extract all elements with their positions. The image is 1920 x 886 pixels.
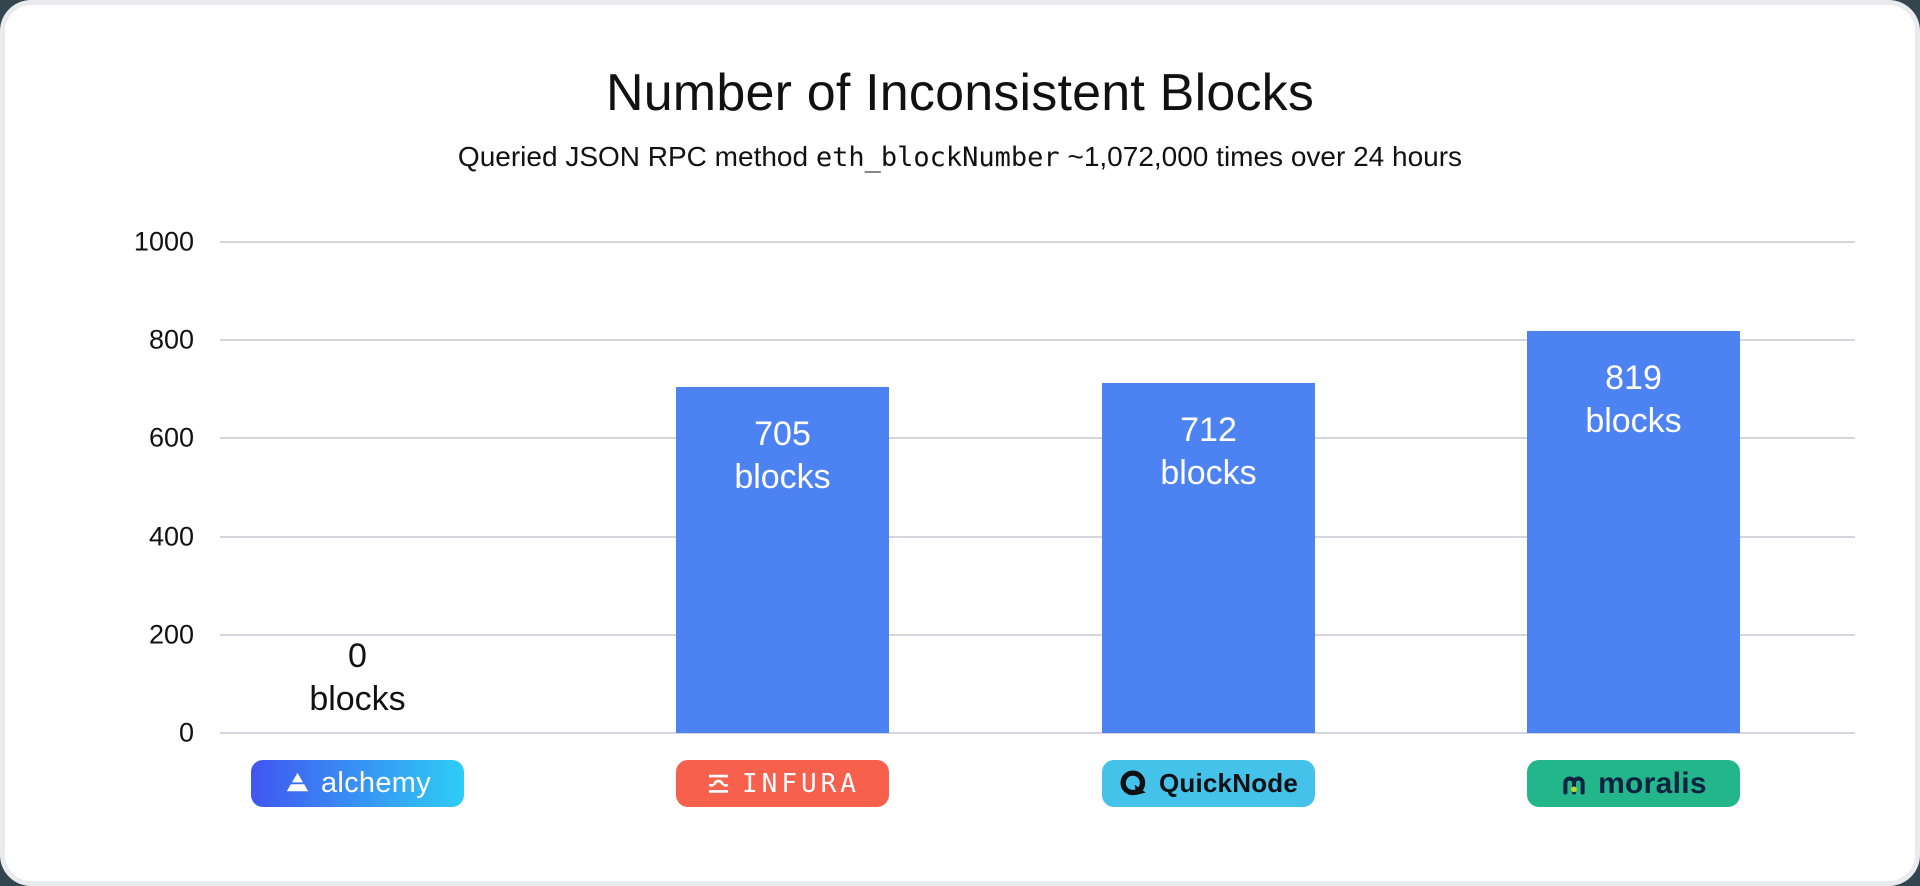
gridline-0 (220, 732, 1855, 734)
bar-label-quicknode: 712 blocks (1102, 409, 1315, 495)
bar-value-alchemy: 0 (348, 637, 367, 676)
gridline-400 (220, 535, 1855, 538)
moralis-dot (1571, 785, 1577, 792)
bar-unit-quicknode: blocks (1160, 454, 1257, 493)
badge-moralis: moralis (1527, 760, 1740, 807)
y-axis-tick-200: 200 (148, 619, 194, 650)
infura-icon (708, 774, 729, 793)
bar-quicknode (1102, 383, 1315, 733)
bar-column-alchemy: 0 blocks alchemy (251, 242, 464, 807)
bar-unit-infura: blocks (734, 457, 831, 496)
bar-label-moralis: 819 blocks (1527, 357, 1740, 443)
badge-alchemy: alchemy (251, 760, 464, 807)
badge-label-alchemy: alchemy (320, 767, 432, 799)
bar-unit-moralis: blocks (1585, 401, 1682, 440)
y-axis-tick-1000: 1000 (133, 226, 194, 257)
badge-infura: INFURA (676, 760, 889, 807)
y-axis-tick-800: 800 (148, 324, 194, 355)
gridline-1000 (220, 241, 1855, 243)
bar-value-quicknode: 712 (1180, 411, 1237, 450)
bar-moralis (1527, 330, 1740, 733)
y-axis-tick-600: 600 (148, 422, 194, 453)
bar-value-infura: 705 (754, 414, 811, 453)
subtitle-prefix: Queried JSON RPC method (457, 141, 816, 172)
bar-column-infura: 705 blocks INFURA (676, 242, 889, 807)
chart-card: Number of Inconsistent Blocks Queried JS… (5, 5, 1915, 881)
badge-label-infura: INFURA (742, 768, 860, 799)
y-axis-tick-0: 0 (178, 717, 194, 748)
y-axis-tick-400: 400 (148, 521, 194, 552)
subtitle-code: eth_blockNumber (815, 142, 1060, 173)
gridline-800 (220, 339, 1855, 342)
subtitle-suffix: ~1,072,000 times over 24 hours (1059, 141, 1463, 172)
badge-label-moralis: moralis (1598, 766, 1707, 800)
bar-unit-alchemy: blocks (309, 680, 406, 719)
badge-quicknode: QuickNode (1102, 760, 1315, 807)
gridline-600 (220, 437, 1855, 440)
bar-column-quicknode: 712 blocks QuickNode (1102, 242, 1315, 807)
badge-label-quicknode: QuickNode (1158, 768, 1299, 798)
chart-title: Number of Inconsistent Blocks (605, 64, 1315, 122)
alchemy-triangle-icon (286, 772, 309, 792)
chart-subtitle: Queried JSON RPC method eth_blockNumber … (5, 141, 1915, 173)
bar-label-infura: 705 blocks (676, 413, 889, 499)
bar-column-moralis: 819 blocks moralis (1527, 242, 1740, 807)
bar-value-moralis: 819 (1605, 358, 1662, 397)
quicknode-q-icon (1120, 770, 1146, 795)
moralis-m-icon (1563, 776, 1585, 794)
bar-infura (676, 386, 889, 733)
plot-area: 0 blocks alchemy 705 blocks (134, 227, 1855, 807)
bar-label-alchemy: 0 blocks (251, 635, 464, 721)
gridline-200 (220, 633, 1855, 636)
